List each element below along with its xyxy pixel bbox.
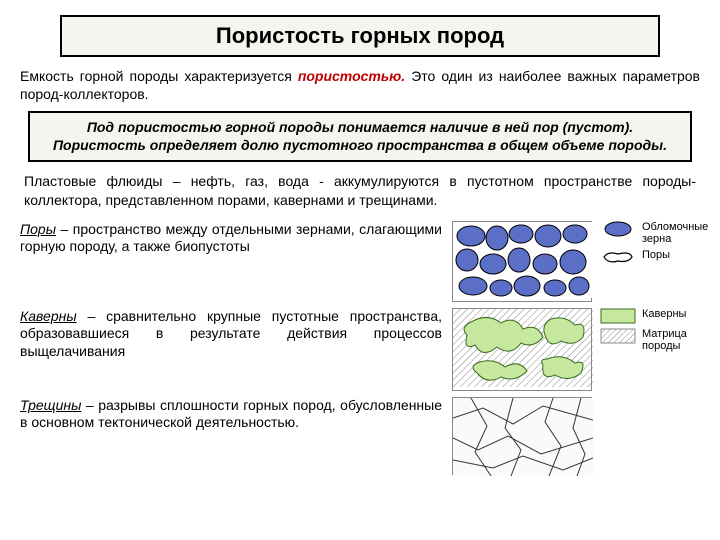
matrix-icon [600, 328, 636, 344]
title-box: Пористость горных пород [60, 15, 660, 57]
legend-caverns-label: Каверны [642, 308, 686, 320]
legend-pores: Поры [600, 249, 700, 265]
cracks-legend-spacer [592, 397, 700, 475]
cracks-figure [452, 397, 592, 475]
legend-pores-label: Поры [642, 249, 670, 261]
intro-pre: Емкость горной породы характеризуется [20, 68, 298, 84]
cracks-desc: – разрывы сплошности горных пород, обусл… [20, 397, 442, 431]
caverns-figure [452, 308, 592, 391]
pores-desc: – пространство между отдельными зернами,… [20, 221, 442, 255]
legend-grains: Обломочные зерна [600, 221, 700, 245]
legend-matrix-label: Матрица породы [642, 328, 700, 352]
cavern-icon [600, 308, 636, 324]
caverns-desc: – сравнительно крупные пустотные простра… [20, 308, 442, 359]
intro-paragraph: Емкость горной породы характеризуется по… [20, 67, 700, 103]
grain-icon [600, 221, 636, 237]
caverns-svg [453, 309, 593, 387]
pore-icon [600, 249, 636, 265]
page-title: Пористость горных пород [68, 23, 652, 49]
pores-legend: Обломочные зерна Поры [592, 221, 700, 302]
legend-matrix: Матрица породы [600, 328, 700, 352]
cracks-text: Трещины – разрывы сплошности горных поро… [20, 397, 452, 475]
definition-box: Под пористостью горной породы понимается… [28, 111, 692, 162]
intro-emphasis: пористостью. [298, 68, 405, 84]
pores-text: Поры – пространство между отдельными зер… [20, 221, 452, 302]
section-pores: Поры – пространство между отдельными зер… [20, 221, 700, 302]
section-cracks: Трещины – разрывы сплошности горных поро… [20, 397, 700, 475]
pores-svg [453, 222, 593, 298]
legend-caverns: Каверны [600, 308, 700, 324]
caverns-term: Каверны [20, 308, 77, 324]
legend-grains-label: Обломочные зерна [642, 221, 708, 245]
caverns-legend: Каверны Матрица породы [592, 308, 700, 391]
cracks-svg [453, 398, 593, 476]
pores-figure [452, 221, 592, 302]
caverns-text: Каверны – сравнительно крупные пустотные… [20, 308, 452, 391]
pores-term: Поры [20, 221, 56, 237]
fluids-paragraph: Пластовые флюиды – нефть, газ, вода - ак… [24, 172, 696, 208]
cracks-term: Трещины [20, 397, 81, 413]
section-caverns: Каверны – сравнительно крупные пустотные… [20, 308, 700, 391]
